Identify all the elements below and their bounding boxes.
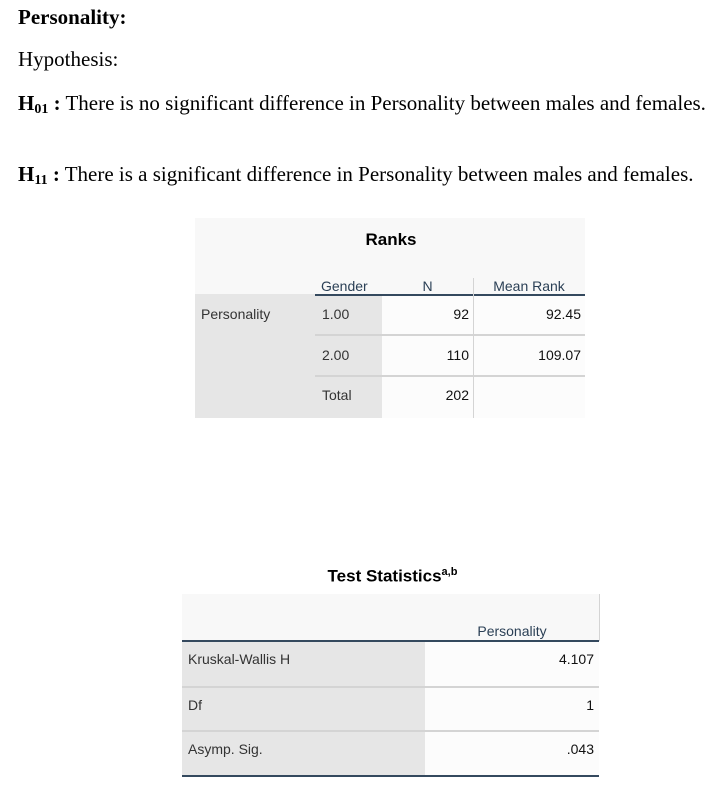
stats-value-background [425,641,599,776]
ranks-n-cell: 110 [446,347,469,363]
stats-header-personality: Personality [477,623,547,639]
ranks-header-mean-rank: Mean Rank [493,278,565,294]
ranks-header-gender: Gender [321,278,368,294]
null-hypothesis-symbol: H [18,91,35,115]
ranks-header-rule [315,294,585,296]
stats-row-divider [182,686,599,688]
stats-header-edge [599,594,600,641]
ranks-header-background [195,218,585,294]
ranks-n-cell: 202 [445,387,469,403]
stats-bottom-rule [182,775,599,777]
ranks-header-n: N [422,278,433,294]
alternative-hypothesis-symbol: H [18,162,35,186]
null-hypothesis-subscript: 01 [34,102,49,117]
stats-row-value: .043 [566,741,594,757]
ranks-row-label-background [195,294,315,418]
ranks-column-divider [473,278,474,418]
ranks-table: Ranks Gender N Mean Rank Personality 1.0… [195,218,587,418]
test-statistics-title-text: Test Statistics [327,566,442,586]
alternative-hypothesis-text: There is a significant difference in Per… [59,162,694,186]
stats-header-background [182,594,599,641]
section-heading: Personality: [18,5,127,29]
stats-header-rule [182,640,599,642]
ranks-row-divider [315,375,585,377]
ranks-mean-rank-cell: 92.45 [545,306,581,322]
stats-row-label: Asymp. Sig. [188,741,263,757]
alternative-hypothesis-colon: : [47,162,60,186]
ranks-title: Ranks [365,230,417,249]
hypothesis-label: Hypothesis: [18,47,119,71]
test-statistics-table: Test Statisticsa,b Personality Kruskal-W… [180,560,605,785]
stats-row-value: 4.107 [558,651,594,667]
null-hypothesis-text: There is no significant difference in Pe… [60,91,706,115]
ranks-mean-rank-cell: 109.07 [538,347,581,363]
ranks-gender-cell: 2.00 [322,347,350,363]
stats-label-background [182,641,425,776]
alternative-hypothesis-subscript: 11 [34,173,48,188]
stats-row-label: Df [188,697,202,713]
null-hypothesis-colon: : [48,91,61,115]
test-statistics-footnote-marker: a,b [441,566,458,578]
ranks-n-cell: 92 [453,306,469,322]
ranks-row-label: Personality [201,306,271,322]
stats-row-divider [182,730,599,732]
stats-row-label: Kruskal-Wallis H [188,651,291,667]
ranks-gender-cell: 1.00 [322,306,350,322]
alternative-hypothesis: H11 : There is a significant difference … [18,160,708,188]
test-statistics-title: Test Statisticsa,b [180,566,605,587]
ranks-data-background [382,294,585,418]
stats-row-value: 1 [586,697,594,713]
ranks-row-divider [315,334,585,336]
ranks-gender-background [315,294,382,418]
ranks-gender-cell: Total [322,387,352,403]
null-hypothesis: H01 : There is no significant difference… [18,89,708,117]
